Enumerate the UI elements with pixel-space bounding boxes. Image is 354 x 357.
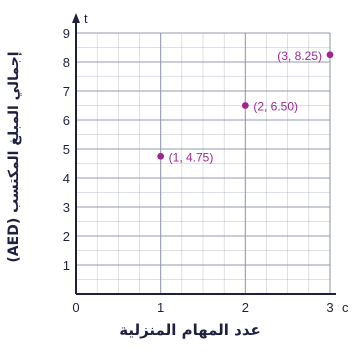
grid	[76, 32, 331, 294]
y-axis-label-wrap: إجمالي المبلغ المكتسب (AED)	[0, 12, 28, 302]
y-tick-label: 9	[63, 26, 70, 41]
y-tick-label: 3	[63, 200, 70, 215]
data-point	[241, 102, 249, 109]
data-labels: (1, 4.75) (2, 6.50) (3, 8.25)	[169, 49, 322, 165]
y-axis-label: إجمالي المبلغ المكتسب (AED)	[6, 51, 22, 263]
x-tick-label: 3	[326, 300, 333, 315]
x-tick-label: 2	[242, 300, 249, 315]
data-label: (2, 6.50)	[253, 100, 298, 114]
x-axis-end-label: c	[342, 300, 349, 315]
axes	[72, 13, 336, 295]
x-tick-label: 1	[157, 300, 164, 315]
y-axis-arrow	[72, 13, 80, 23]
y-tick-label: 2	[63, 229, 70, 244]
data-point	[326, 51, 334, 59]
y-tick-label: 8	[63, 55, 70, 70]
x-axis-label: عدد المهام المنزلية	[119, 321, 261, 339]
y-tick-label: 7	[63, 84, 70, 99]
y-axis-end-label: t	[84, 11, 88, 26]
data-label: (1, 4.75)	[169, 150, 214, 164]
y-tick-label: 6	[63, 113, 70, 128]
data-label: (3, 8.25)	[277, 49, 322, 63]
x-tick-label: 0	[72, 300, 79, 315]
data-point	[157, 152, 165, 160]
tick-labels: t c 1 2 3 4 5 6 7 8 9 0 1 2 3	[63, 11, 349, 315]
y-tick-label: 5	[63, 142, 70, 157]
data-points	[157, 51, 334, 160]
y-tick-label: 4	[63, 171, 70, 186]
y-tick-label: 1	[63, 258, 70, 273]
